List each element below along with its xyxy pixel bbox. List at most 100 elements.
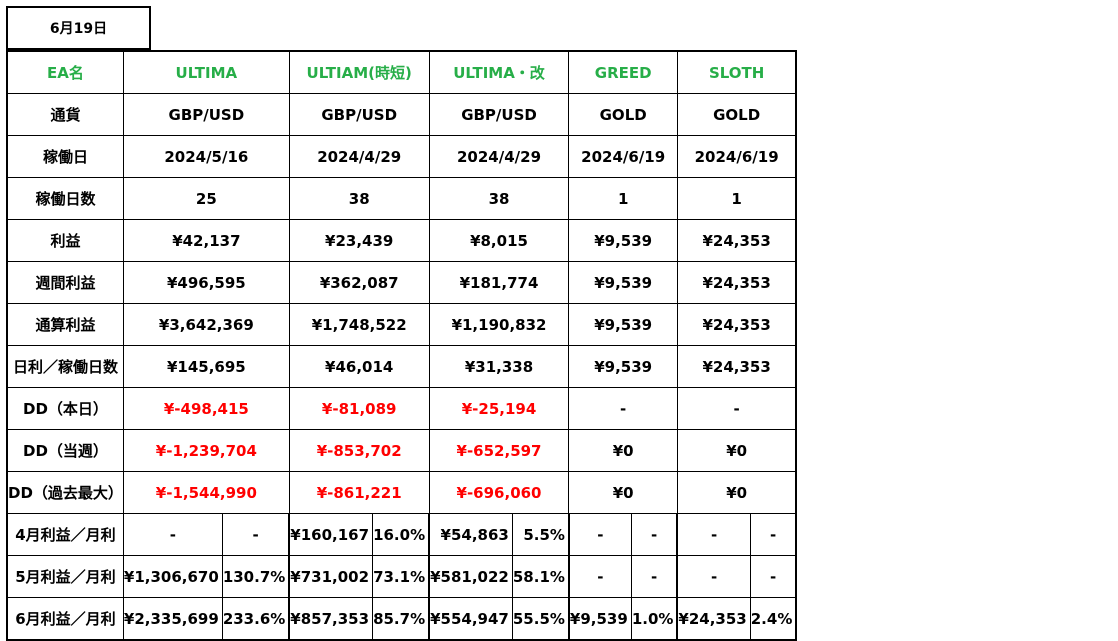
monthly-profit-cell: - [122,513,223,556]
monthly-profit-cell: ¥554,947 [428,597,513,641]
value-cell: GOLD [568,93,678,136]
table-row: 日利／稼働日数 ¥145,695 ¥46,014 ¥31,338 ¥9,539 ¥24,3… [5,345,798,388]
monthly-profit-cell: - [568,555,632,598]
ea-name-cell: SLOTH [676,50,798,94]
value-cell: ¥496,595 [122,261,290,304]
ea-name-cell: GREED [568,50,678,94]
value-cell: ¥0 [676,471,798,514]
value-cell: 1 [676,177,798,220]
value-cell: ¥24,353 [676,303,798,346]
value-cell: - [676,387,798,430]
value-cell: ¥-81,089 [288,387,430,430]
value-cell: ¥9,539 [568,345,678,388]
table-row: EA名 ULTIMA ULTIAM(時短) ULTIMA・改 GREED SLOTH [5,50,798,94]
value-cell: GBP/USD [288,93,430,136]
monthly-row: 6月利益／月利 ¥2,335,699 233.6% ¥857,353 85.7% ¥554… [5,597,798,641]
value-cell: ¥46,014 [288,345,430,388]
table-row: 通算利益 ¥3,642,369 ¥1,748,522 ¥1,190,832 ¥9,539… [5,303,798,346]
monthly-profit-cell: ¥1,306,670 [122,555,223,598]
row-label: DD（当週） [5,429,124,472]
monthly-row: 4月利益／月利 - - ¥160,167 16.0% ¥54,863 5.5% - - - - [5,513,798,556]
value-cell: ¥-696,060 [428,471,570,514]
value-cell: ¥1,748,522 [288,303,430,346]
monthly-profit-cell: ¥2,335,699 [122,597,223,641]
value-cell: 2024/6/19 [676,135,798,178]
row-label: 稼働日 [5,135,124,178]
table-row: 稼働日数 25 38 38 1 1 [5,177,798,220]
value-cell: - [568,387,678,430]
value-cell: 38 [428,177,570,220]
row-label: EA名 [5,50,124,94]
monthly-label: 4月利益／月利 [5,513,124,556]
value-cell: ¥23,439 [288,219,430,262]
table-row: 週間利益 ¥496,595 ¥362,087 ¥181,774 ¥9,539 ¥24,35… [5,261,798,304]
monthly-profit-cell: - [568,513,632,556]
table-row: 通貨 GBP/USD GBP/USD GBP/USD GOLD GOLD [5,93,798,136]
monthly-label: 6月利益／月利 [5,597,124,641]
table-row: 利益 ¥42,137 ¥23,439 ¥8,015 ¥9,539 ¥24,353 [5,219,798,262]
row-label: 稼働日数 [5,177,124,220]
value-cell: ¥24,353 [676,219,798,262]
monthly-rate-cell: 55.5% [511,597,570,641]
value-cell: ¥42,137 [122,219,290,262]
value-cell: 38 [288,177,430,220]
value-cell: 2024/4/29 [428,135,570,178]
ea-name-cell: ULTIAM(時短) [288,50,430,94]
row-label: 週間利益 [5,261,124,304]
monthly-profit-cell: ¥581,022 [428,555,513,598]
value-cell: 1 [568,177,678,220]
value-cell: ¥0 [568,471,678,514]
monthly-rate-cell: 2.4% [749,597,798,641]
value-cell: ¥31,338 [428,345,570,388]
monthly-rate-cell: - [221,513,291,556]
value-cell: ¥9,539 [568,261,678,304]
monthly-rate-cell: - [630,555,679,598]
monthly-profit-cell: ¥160,167 [288,513,374,556]
ea-summary-table: EA名 ULTIMA ULTIAM(時短) ULTIMA・改 GREED SLOTH 通貨 G… [5,50,798,641]
row-label: DD（過去最大） [5,471,124,514]
value-cell: ¥-25,194 [428,387,570,430]
monthly-label: 5月利益／月利 [5,555,124,598]
value-cell: ¥9,539 [568,303,678,346]
monthly-rate-cell: - [630,513,679,556]
value-cell: 2024/5/16 [122,135,290,178]
value-cell: ¥24,353 [676,345,798,388]
table-row: DD（本日） ¥-498,415 ¥-81,089 ¥-25,194- - [5,387,798,430]
monthly-rate-cell: - [749,555,798,598]
monthly-rate-cell: 85.7% [372,597,431,641]
value-cell: ¥181,774 [428,261,570,304]
monthly-rate-cell: 130.7% [221,555,291,598]
value-cell: ¥362,087 [288,261,430,304]
table-row: 稼働日 2024/5/16 2024/4/29 2024/4/29 2024/6/19 2… [5,135,798,178]
value-cell: ¥-853,702 [288,429,430,472]
monthly-rate-cell: 58.1% [511,555,570,598]
ea-name-cell: ULTIMA・改 [428,50,570,94]
row-label: DD（本日） [5,387,124,430]
monthly-rate-cell: 233.6% [221,597,291,641]
value-cell: ¥-1,544,990 [122,471,290,514]
monthly-rate-cell: - [749,513,798,556]
monthly-profit-cell: ¥731,002 [288,555,374,598]
monthly-profit-cell: ¥54,863 [428,513,513,556]
value-cell: ¥-861,221 [288,471,430,514]
monthly-profit-cell: - [676,555,751,598]
value-cell: ¥1,190,832 [428,303,570,346]
value-cell: ¥145,695 [122,345,290,388]
value-cell: ¥3,642,369 [122,303,290,346]
value-cell: ¥-652,597 [428,429,570,472]
value-cell: ¥9,539 [568,219,678,262]
value-cell: 2024/6/19 [568,135,678,178]
row-label: 通貨 [5,93,124,136]
monthly-rate-cell: 73.1% [372,555,431,598]
value-cell: ¥8,015 [428,219,570,262]
monthly-row: 5月利益／月利 ¥1,306,670 130.7% ¥731,002 73.1% ¥581… [5,555,798,598]
value-cell: 25 [122,177,290,220]
monthly-profit-cell: ¥24,353 [676,597,751,641]
value-cell: ¥0 [568,429,678,472]
monthly-profit-cell: - [676,513,751,556]
value-cell: ¥-498,415 [122,387,290,430]
monthly-rate-cell: 16.0% [372,513,431,556]
value-cell: GBP/USD [122,93,290,136]
value-cell: GOLD [676,93,798,136]
ea-name-cell: ULTIMA [122,50,290,94]
